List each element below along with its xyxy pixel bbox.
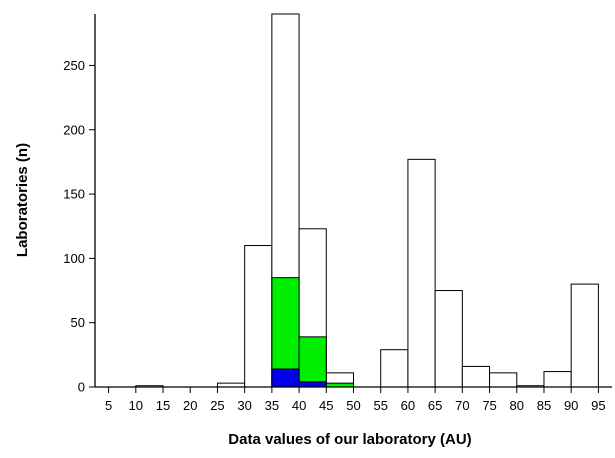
x-tick-label: 40 [292,398,306,413]
bars-layer [135,13,599,388]
x-ticks: 5 10 15 20 25 30 35 40 45 50 55 60 65 70 75 80 85 90 95 [105,387,606,413]
y-tick-label: 250 [63,58,85,73]
bar-series-0-bin-75 [489,372,518,388]
x-tick-label: 15 [156,398,170,413]
x-tick-label: 50 [346,398,360,413]
x-tick-label: 35 [265,398,279,413]
y-tick-label: 0 [78,380,85,395]
y-tick-label: 50 [71,315,85,330]
bar-series-0-bin-85 [543,371,572,388]
x-tick-label: 60 [401,398,415,413]
x-tick-label: 75 [482,398,496,413]
y-tick-label: 200 [63,122,85,137]
bar-series-0-bin-30 [244,245,273,388]
x-tick-label: 70 [455,398,469,413]
y-tick-label: 100 [63,251,85,266]
x-tick-label: 10 [129,398,143,413]
bar-series-0-bin-65 [434,290,463,388]
x-tick-label: 20 [183,398,197,413]
bar-series-0-bin-60 [407,158,436,388]
bar-series-0-bin-55 [380,349,409,388]
y-ticks: 0 50 100 150 200 250 [63,58,95,395]
x-tick-label: 55 [373,398,387,413]
x-tick-label: 80 [510,398,524,413]
bar-series-2-bin-35 [271,368,300,388]
x-tick-label: 65 [428,398,442,413]
x-tick-label: 25 [210,398,224,413]
axes-layer [94,14,612,388]
x-axis-title: Data values of our laboratory (AU) [228,431,471,448]
x-tick-label: 85 [537,398,551,413]
bar-series-2-bin-40 [298,381,327,388]
y-axis-title: Laboratories (n) [14,143,31,257]
x-tick-label: 5 [105,398,112,413]
bar-series-0-bin-90 [570,283,599,388]
x-tick-label: 95 [591,398,605,413]
x-tick-label: 30 [237,398,251,413]
x-tick-label: 90 [564,398,578,413]
bar-series-1-bin-40 [298,336,327,388]
y-tick-label: 150 [63,187,85,202]
bar-series-0-bin-70 [461,365,491,388]
x-tick-label: 45 [319,398,333,413]
